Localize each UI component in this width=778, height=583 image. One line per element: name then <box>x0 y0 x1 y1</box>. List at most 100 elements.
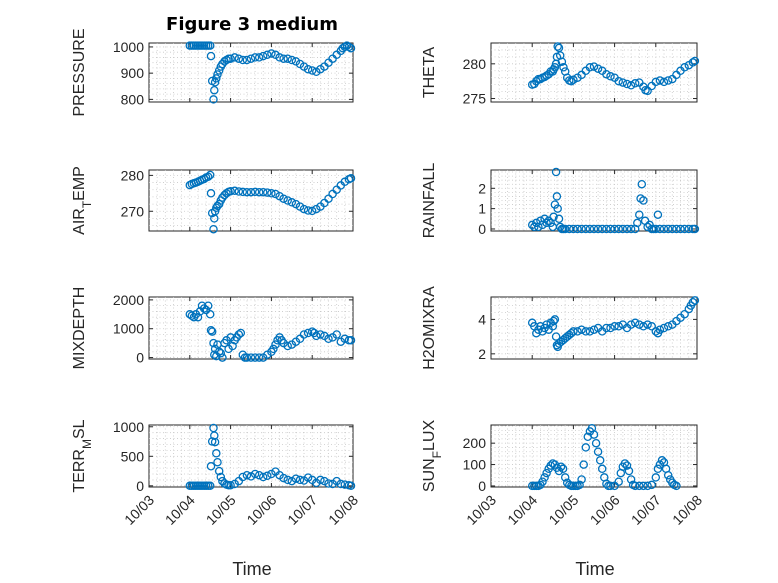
data-point <box>234 187 244 196</box>
data-point <box>643 320 652 329</box>
data-point <box>655 76 665 85</box>
plot-area <box>148 169 354 232</box>
data-point <box>589 325 599 334</box>
data-point <box>614 322 623 331</box>
data-point <box>575 480 584 490</box>
data-point <box>655 325 665 334</box>
data-point <box>210 437 220 447</box>
data-point <box>554 466 564 476</box>
data-point <box>205 481 215 491</box>
data-point <box>663 322 673 331</box>
data-point <box>267 469 276 479</box>
data-point <box>303 64 313 74</box>
data-point <box>230 186 239 196</box>
data-point <box>250 469 260 479</box>
data-point <box>542 468 551 478</box>
data-point <box>593 64 603 73</box>
data-point <box>549 212 558 222</box>
data-point <box>585 63 595 72</box>
data-point <box>263 471 272 481</box>
data-point <box>218 353 227 362</box>
y-tick-label: 1000 <box>113 419 144 435</box>
data-point <box>651 224 661 234</box>
data-point <box>585 327 595 336</box>
data-point <box>626 320 636 329</box>
data-point <box>246 187 256 197</box>
data-point <box>581 327 591 336</box>
data-point <box>624 466 634 476</box>
data-point <box>303 473 313 482</box>
data-point <box>238 187 248 197</box>
data-point <box>254 353 264 362</box>
data-point <box>651 473 661 482</box>
x-axis-label-right: Time <box>575 559 614 579</box>
data-point <box>536 74 545 84</box>
data-point <box>585 224 595 234</box>
data-point <box>279 54 288 63</box>
data-point <box>199 174 209 184</box>
y-axis-label: TERRMSL <box>71 419 94 492</box>
data-point <box>676 224 685 234</box>
data-point <box>653 464 663 474</box>
data-point <box>602 69 611 79</box>
data-point <box>332 330 341 339</box>
data-point <box>275 53 284 62</box>
panel-rainfall: 0 1 2 RAINFALL <box>421 163 700 238</box>
data-point <box>569 327 578 336</box>
data-point <box>530 222 539 232</box>
data-point <box>602 224 611 234</box>
data-point <box>593 224 603 234</box>
data-point <box>635 481 644 491</box>
data-point <box>336 479 346 489</box>
data-point <box>633 218 642 228</box>
data-point <box>655 224 665 234</box>
data-point <box>307 66 317 75</box>
data-point <box>210 85 219 95</box>
data-point <box>209 95 218 104</box>
data-point <box>258 51 268 61</box>
data-point <box>553 204 562 213</box>
data-point <box>234 330 244 339</box>
data-point <box>271 189 280 199</box>
chart-title: Figure 3 medium <box>166 14 338 35</box>
data-point <box>206 462 216 471</box>
data-point <box>250 53 260 62</box>
panel-sun-flux: 0 100 200 SUNFLUX 10/03 10/04 10/05 10/06 10/07 1… <box>421 420 705 528</box>
y-axis-label: PRESSURE <box>71 28 88 116</box>
data-point <box>206 325 216 335</box>
data-point <box>230 53 239 62</box>
data-point <box>216 348 226 358</box>
data-point <box>651 327 661 336</box>
data-point <box>593 447 603 456</box>
y-tick-label: 275 <box>463 91 487 107</box>
data-point <box>606 224 615 234</box>
data-point <box>271 340 280 349</box>
data-point <box>655 460 665 469</box>
data-point <box>542 218 551 228</box>
panel-pressure: 800 900 1000 PRESSURE <box>71 28 356 117</box>
panel-terr-msl: 0 500 1000 TERRMSL 10/03 10/04 10/05 10/06 10/07… <box>71 419 361 528</box>
data-point <box>684 224 694 234</box>
data-point <box>606 323 615 333</box>
data-point <box>639 322 648 331</box>
data-point <box>346 43 356 53</box>
data-point <box>212 74 221 83</box>
data-point <box>312 331 321 341</box>
data-point <box>680 224 689 234</box>
y-axis-label: SUNFLUX <box>421 420 444 493</box>
data-point <box>606 481 615 491</box>
data-point <box>205 41 215 50</box>
data-point <box>639 196 648 205</box>
y-tick-label: 270 <box>121 203 145 219</box>
data-point <box>303 206 313 215</box>
data-point <box>254 187 264 197</box>
x-tick-label: 10/06 <box>587 492 623 528</box>
data-point <box>242 187 252 197</box>
x-tick-label: 10/06 <box>243 492 279 528</box>
data-point <box>234 54 244 63</box>
x-tick-label: 10/04 <box>162 492 198 528</box>
data-point <box>283 475 292 485</box>
data-point <box>663 76 673 85</box>
data-point <box>236 328 246 338</box>
data-point <box>346 174 356 183</box>
